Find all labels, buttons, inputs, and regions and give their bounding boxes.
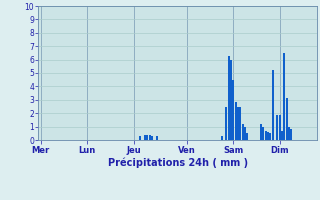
Bar: [230, 60, 232, 140]
Bar: [221, 136, 223, 140]
Bar: [228, 56, 230, 140]
Bar: [265, 131, 267, 140]
Bar: [232, 80, 234, 140]
Bar: [279, 115, 281, 140]
Bar: [235, 102, 236, 140]
Bar: [140, 136, 141, 140]
Bar: [237, 106, 239, 140]
Bar: [262, 127, 264, 140]
Bar: [156, 136, 158, 140]
Bar: [290, 129, 292, 140]
Bar: [246, 133, 248, 140]
Bar: [283, 53, 285, 140]
Bar: [288, 127, 290, 140]
Bar: [276, 115, 278, 140]
Bar: [269, 133, 271, 140]
Bar: [272, 70, 274, 140]
Bar: [151, 136, 153, 140]
Bar: [242, 124, 244, 140]
Bar: [149, 135, 151, 140]
Bar: [281, 131, 283, 140]
Bar: [244, 127, 246, 140]
Bar: [144, 135, 146, 140]
Bar: [147, 135, 148, 140]
Bar: [260, 124, 262, 140]
Bar: [286, 98, 288, 140]
X-axis label: Précipitations 24h ( mm ): Précipitations 24h ( mm ): [108, 157, 248, 168]
Bar: [225, 106, 227, 140]
Bar: [267, 132, 269, 140]
Bar: [239, 106, 241, 140]
